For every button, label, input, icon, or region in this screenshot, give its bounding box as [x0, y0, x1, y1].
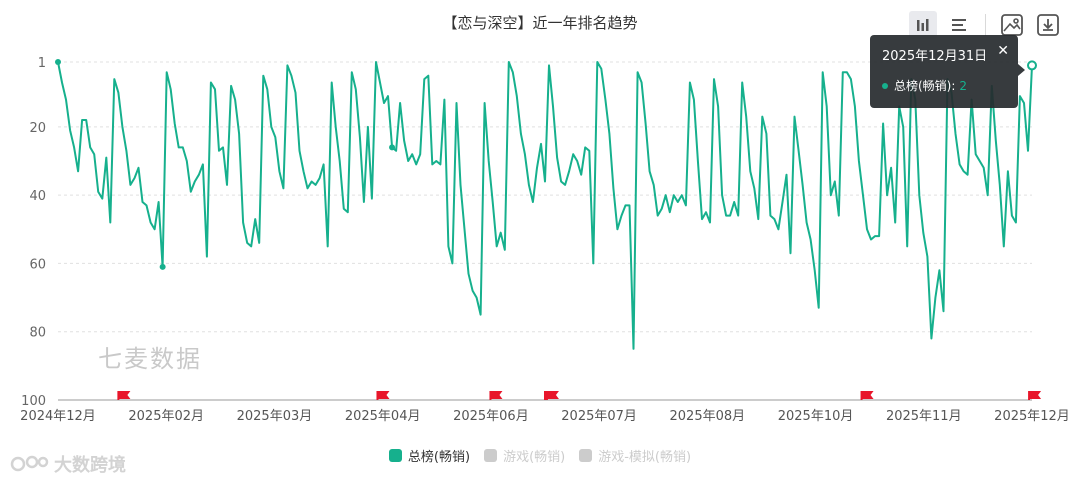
close-icon[interactable]: ✕	[997, 43, 1009, 59]
event-flag-icon	[1028, 391, 1042, 400]
x-tick-label: 2024年12月	[20, 409, 96, 424]
brand-logo: 大数跨境	[10, 451, 126, 477]
data-point	[55, 59, 61, 65]
chart-toolbar	[909, 11, 1062, 39]
y-tick-label: 40	[29, 189, 46, 204]
x-tick-label: 2025年08月	[670, 409, 746, 424]
event-flag-icon	[860, 391, 874, 400]
x-tick-label: 2025年07月	[561, 409, 637, 424]
download-button[interactable]	[1034, 11, 1062, 39]
chart-legend: 总榜(畅销) 游戏(畅销) 游戏-模拟(畅销)	[0, 446, 1080, 465]
y-tick-label: 1	[38, 56, 46, 71]
hover-point	[1027, 60, 1037, 71]
tooltip-date: 2025年12月31日	[882, 49, 988, 64]
legend-swatch	[388, 449, 402, 462]
y-tick-label: 100	[21, 394, 46, 409]
bar-view-button[interactable]	[909, 11, 937, 39]
x-tick-label: 2025年06月	[453, 409, 529, 424]
tooltip-arrow	[1018, 64, 1025, 76]
legend-label: 总榜(畅销)	[407, 450, 471, 465]
list-icon	[952, 19, 966, 31]
bar-chart-icon	[917, 19, 929, 31]
legend-swatch	[579, 449, 593, 462]
x-tick-label: 2025年03月	[237, 409, 313, 424]
tooltip-row: 总榜(畅销): 2	[882, 77, 1006, 94]
event-flag-icon	[489, 391, 503, 400]
tooltip-series: 总榜(畅销)	[894, 79, 952, 93]
legend-item-games[interactable]: 游戏(畅销)	[484, 446, 565, 465]
brand-text: 大数跨境	[54, 455, 126, 476]
list-view-button[interactable]	[945, 11, 973, 39]
x-tick-label: 2025年04月	[345, 409, 421, 424]
data-point	[159, 263, 166, 270]
event-flag-icon	[544, 391, 557, 400]
event-flag-icon	[376, 391, 390, 400]
legend-item-overall[interactable]: 总榜(畅销)	[388, 446, 471, 465]
toolbar-divider	[985, 14, 986, 36]
chart-title: 【恋与深空】近一年排名趋势	[442, 14, 638, 32]
y-tick-label: 60	[29, 257, 46, 272]
watermark-text: 七麦数据	[98, 345, 202, 373]
brand-logo-icon	[10, 455, 49, 472]
data-point	[389, 144, 396, 151]
y-tick-label: 20	[29, 121, 46, 136]
legend-swatch	[484, 449, 498, 462]
legend-label: 游戏(畅销)	[503, 450, 566, 465]
x-tick-label: 2025年11月	[886, 409, 962, 424]
event-flag-icon	[117, 391, 131, 400]
series-line-overall	[57, 61, 1033, 350]
data-tooltip: 2025年12月31日 ✕ 总榜(畅销): 2	[870, 35, 1018, 108]
x-tick-label: 2025年02月	[128, 409, 204, 424]
y-tick-label: 80	[29, 326, 46, 341]
tooltip-value: 2	[959, 78, 968, 93]
legend-label: 游戏-模拟(畅销)	[598, 450, 692, 465]
legend-item-games-simulation[interactable]: 游戏-模拟(畅销)	[579, 446, 691, 465]
download-icon	[1037, 14, 1059, 36]
x-tick-label: 2025年10月	[778, 409, 854, 424]
series-dot-icon	[882, 82, 888, 89]
x-tick-label: 2025年12月	[994, 409, 1070, 424]
